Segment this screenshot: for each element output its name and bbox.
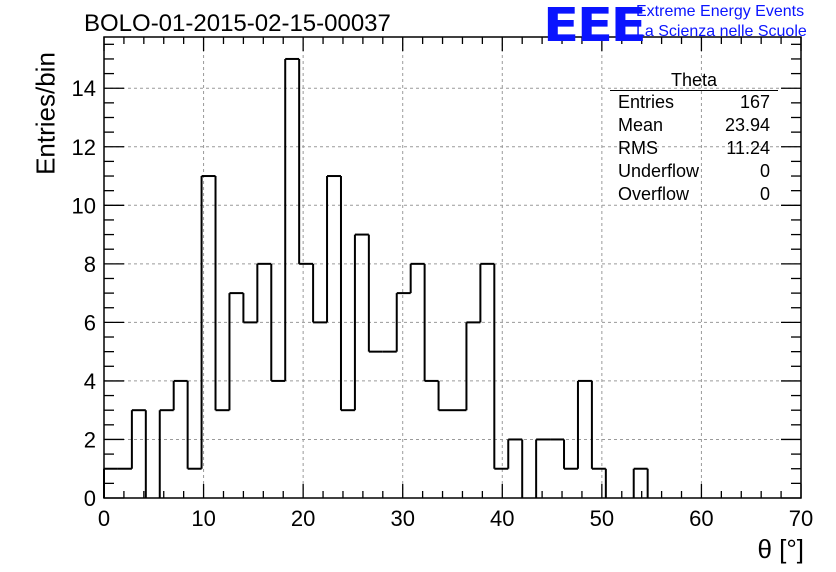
y-tick-label: 14 — [72, 76, 96, 101]
histogram-bin — [367, 234, 383, 353]
histogram-bin — [130, 409, 146, 469]
histogram-bin — [465, 321, 481, 411]
histogram-bin — [590, 380, 606, 470]
histogram-bin — [326, 175, 341, 323]
histogram-bin — [353, 233, 369, 411]
histogram-bin — [200, 175, 216, 469]
histogram-bin — [228, 292, 244, 411]
y-tick-label: 8 — [84, 252, 96, 277]
histogram-bin — [423, 263, 439, 382]
x-tick-label: 40 — [490, 506, 514, 531]
stats-label: Overflow — [618, 184, 690, 204]
eee-logo: EEE Extreme Energy Events La Scienza nel… — [543, 2, 807, 48]
stats-label: Underflow — [618, 161, 700, 181]
x-tick-label: 70 — [789, 506, 813, 531]
stats-box: Theta Entries 167 Mean 23.94 RMS 11.24 U… — [610, 70, 778, 206]
x-axis: 0 10 20 30 40 50 60 70 — [98, 37, 813, 531]
stats-row-overflow: Overflow 0 — [610, 183, 778, 206]
histogram-bin — [535, 438, 551, 498]
x-tick-label: 10 — [191, 506, 215, 531]
stats-value: 167 — [739, 92, 770, 112]
histogram-bin — [214, 176, 230, 412]
x-axis-label: θ [°] — [757, 534, 804, 564]
eee-logo-icon: EEE — [543, 0, 647, 52]
histogram-bin — [563, 439, 578, 470]
histogram-bin — [437, 380, 453, 412]
stats-value: 0 — [759, 184, 770, 204]
x-tick-label: 60 — [689, 506, 713, 531]
logo-line-2: La Scienza nelle Scuole — [636, 23, 807, 40]
histogram-bin — [507, 438, 523, 469]
stats-value: 0 — [759, 161, 770, 181]
histogram-bin — [256, 262, 272, 323]
histogram-bin — [284, 57, 300, 381]
histogram-bin — [479, 262, 495, 323]
y-tick-label: 4 — [84, 369, 96, 394]
stats-row-entries: Entries 167 — [610, 91, 778, 114]
histogram-bin — [395, 292, 411, 352]
x-tick-label: 50 — [590, 506, 614, 531]
stats-label: Entries — [618, 92, 675, 112]
histogram-bin — [409, 262, 425, 294]
grid-lines — [104, 37, 801, 498]
y-tick-label: 6 — [84, 310, 96, 335]
histogram-bin — [632, 467, 648, 498]
y-tick-label: 12 — [72, 135, 96, 160]
histogram-bin — [158, 409, 174, 498]
logo-text: Extreme Energy Events La Scienza nelle S… — [636, 2, 807, 42]
y-tick-label: 0 — [84, 486, 96, 511]
x-tick-label: 0 — [98, 506, 110, 531]
histogram-bin — [339, 176, 355, 412]
y-tick-label: 2 — [84, 427, 96, 452]
stats-name: Theta — [610, 70, 778, 91]
stats-row-underflow: Underflow 0 — [610, 160, 778, 183]
stats-row-rms: RMS 11.24 — [610, 137, 778, 160]
histogram-bin — [270, 263, 286, 382]
chart-title: BOLO-01-2015-02-15-00037 — [84, 10, 391, 37]
x-tick-label: 20 — [291, 506, 315, 531]
x-tick-label: 30 — [390, 506, 414, 531]
histogram-series — [103, 57, 649, 498]
histogram-bin — [298, 58, 314, 265]
histogram-bin — [312, 263, 328, 324]
logo-line-1: Extreme Energy Events — [636, 3, 805, 20]
y-axis-label: Entries/bin — [30, 52, 61, 175]
plot-frame — [103, 36, 802, 499]
stats-value: 11.24 — [726, 138, 770, 158]
plot-border — [103, 36, 802, 499]
stats-label: RMS — [618, 138, 658, 158]
histogram-bin — [186, 380, 202, 470]
y-tick-label: 10 — [72, 193, 96, 218]
stats-row-mean: Mean 23.94 — [610, 114, 778, 137]
stats-label: Mean — [618, 115, 664, 135]
histogram-bin — [493, 263, 509, 470]
stats-value: 23.94 — [724, 115, 770, 135]
histogram-bin — [172, 379, 188, 411]
y-axis: 0 2 4 6 8 10 12 14 — [72, 43, 801, 511]
histogram-bin — [242, 293, 258, 324]
histogram-bin — [576, 379, 592, 469]
